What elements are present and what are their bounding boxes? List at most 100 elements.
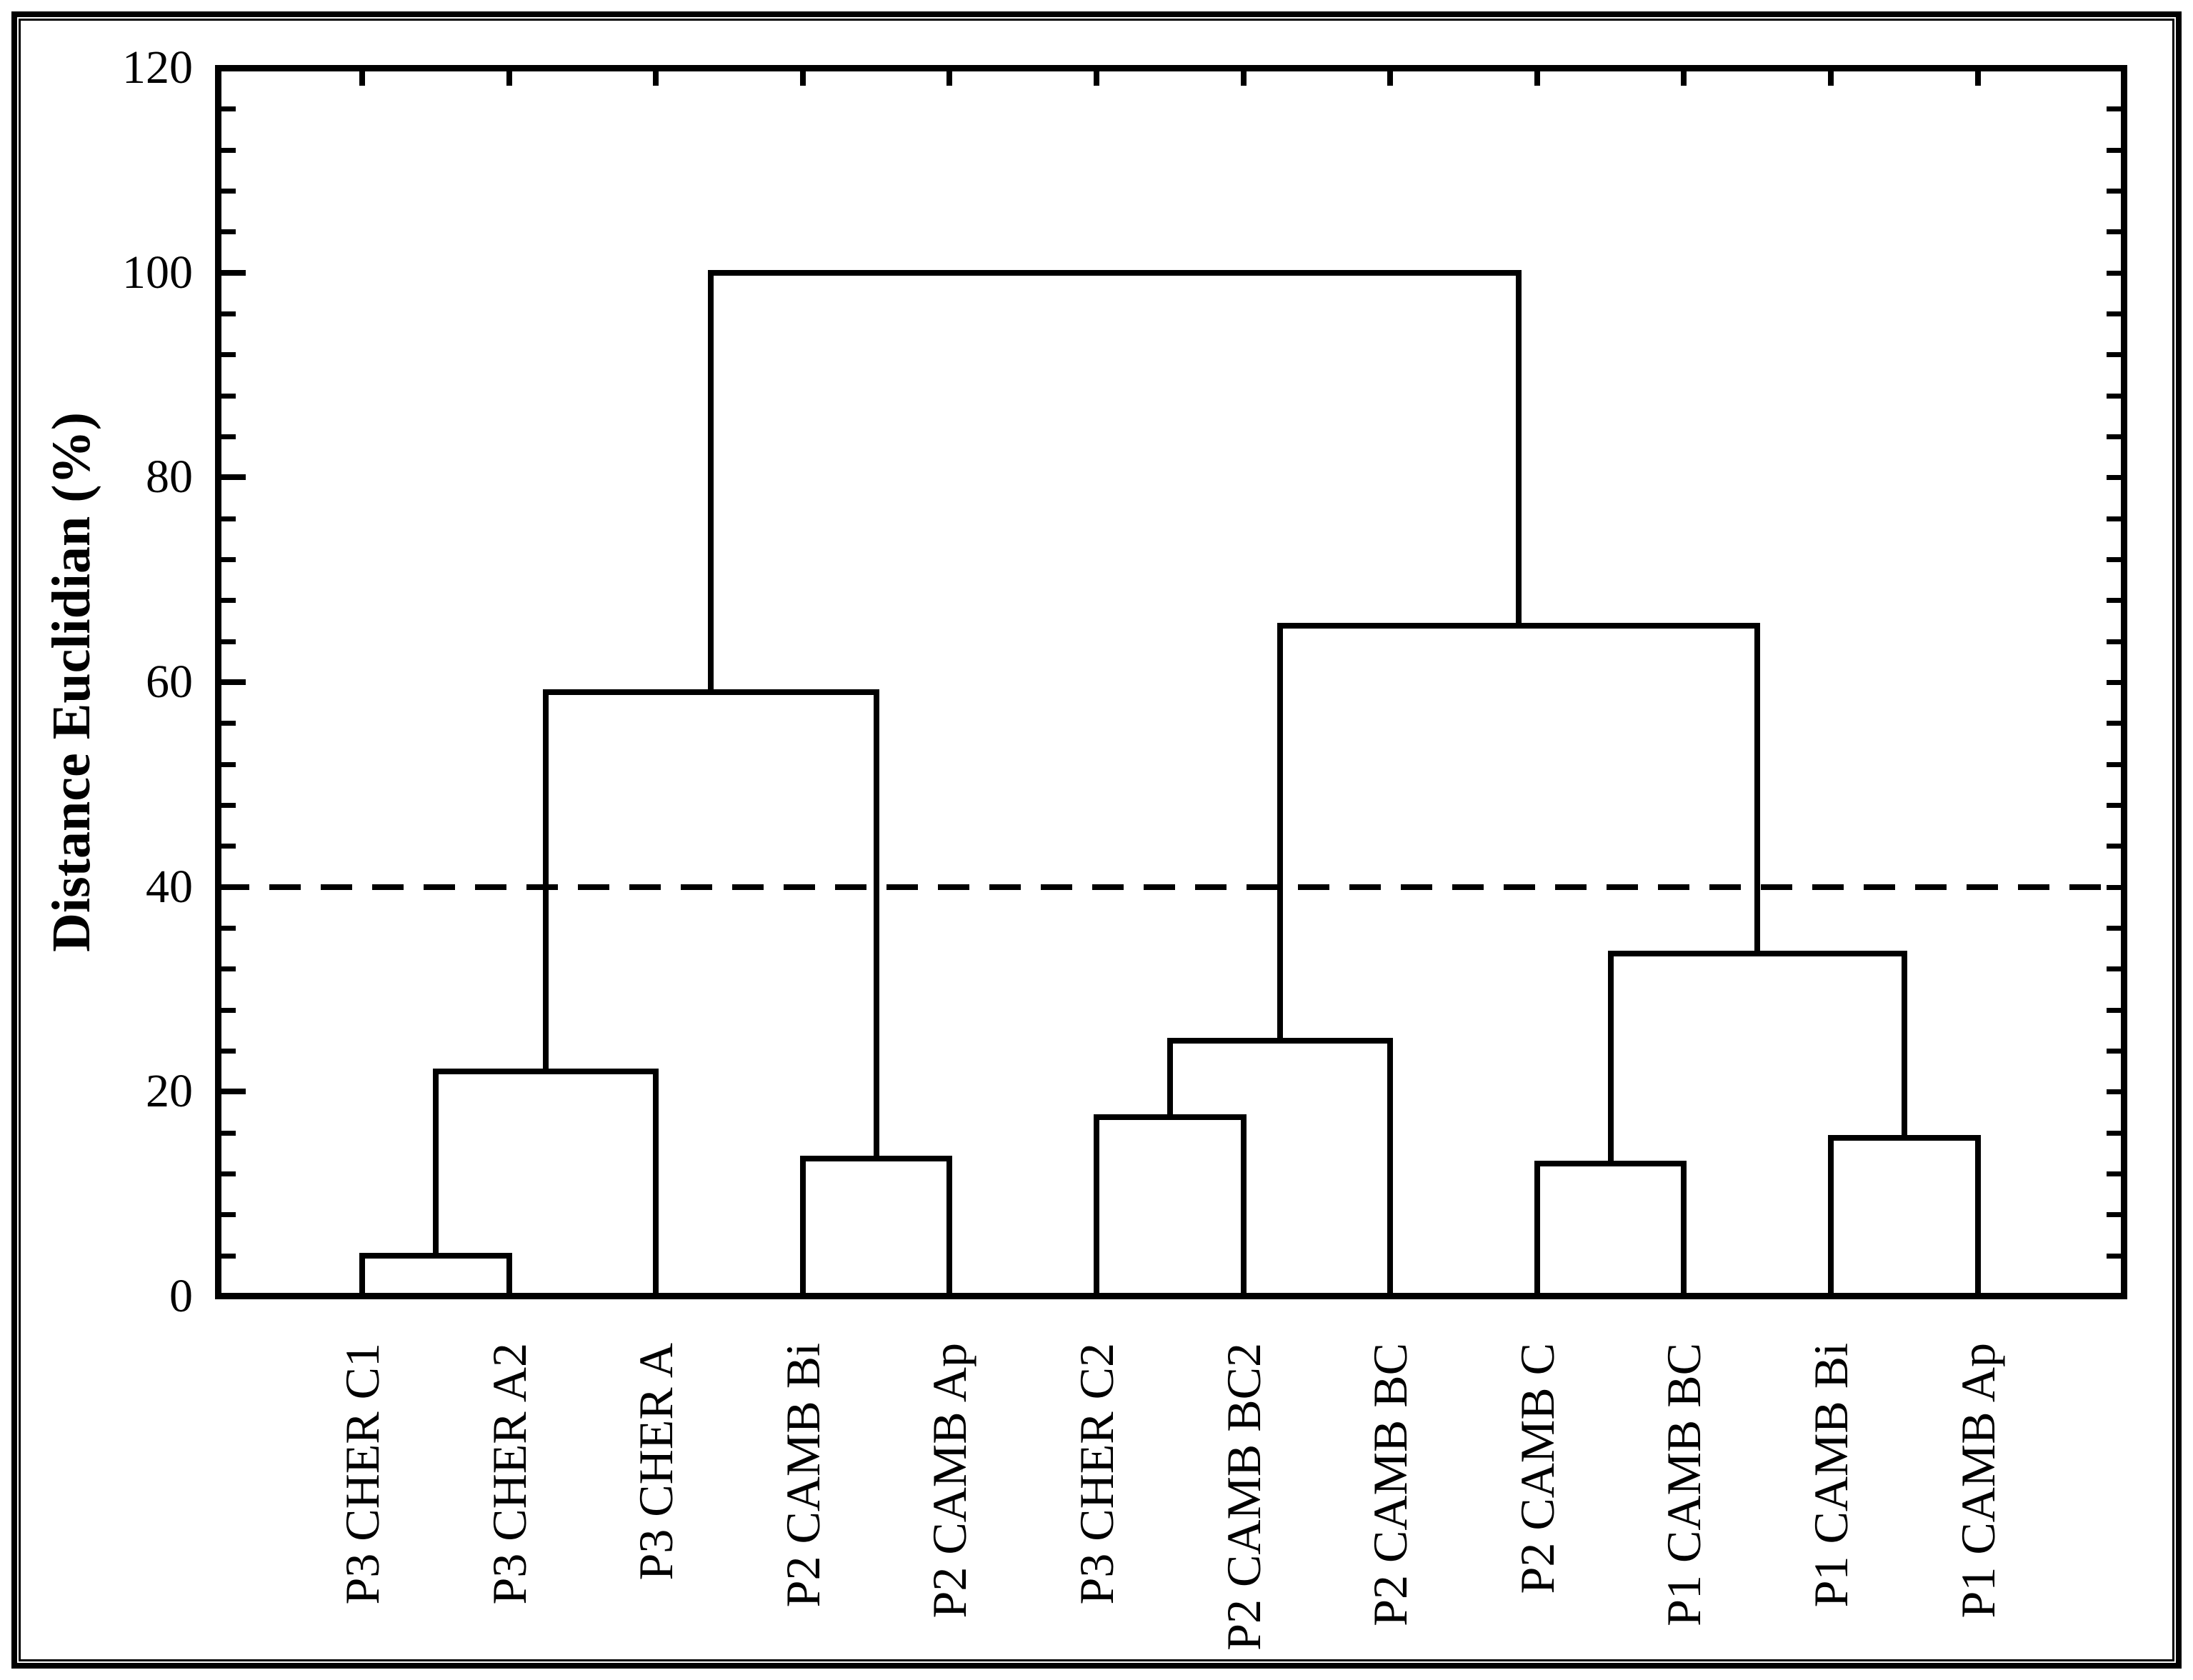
y-minor-tick (221, 147, 236, 153)
dendrogram-link-vertical (799, 1155, 806, 1296)
top-leaf-tick (359, 71, 365, 86)
y-minor-tick (221, 189, 236, 194)
dendrogram-link-vertical (1534, 1160, 1540, 1296)
top-leaf-tick (1387, 71, 1394, 86)
y-minor-tick (221, 393, 236, 399)
top-leaf-tick (1974, 71, 1981, 86)
dendrogram-link-horizontal (1607, 950, 1907, 956)
dendrogram-link-horizontal (708, 269, 1522, 276)
y-minor-tick-right (2107, 1089, 2121, 1095)
dendrogram-link-vertical (359, 1252, 365, 1296)
y-minor-tick-right (2107, 1049, 2121, 1054)
y-minor-tick-right (2107, 721, 2121, 726)
y-minor-tick-right (2107, 147, 2121, 153)
top-leaf-tick (506, 71, 512, 86)
dendrogram-link-horizontal (1534, 1160, 1687, 1166)
y-minor-tick-right (2107, 352, 2121, 358)
y-minor-tick-right (2107, 639, 2121, 644)
top-leaf-tick (1681, 71, 1687, 86)
top-leaf-tick (1094, 71, 1099, 86)
dendrogram-link-vertical (1387, 1037, 1394, 1296)
y-minor-tick-right (2107, 106, 2121, 112)
y-minor-tick-right (2107, 926, 2121, 931)
y-minor-tick (221, 761, 236, 767)
y-minor-tick (221, 1130, 236, 1136)
y-tick-label: 100 (122, 246, 193, 299)
leaf-label: P1 CAMB Ap (1950, 1343, 2005, 1619)
y-minor-tick-right (2107, 1212, 2121, 1218)
y-minor-tick-right (2107, 1171, 2121, 1176)
top-leaf-tick (799, 71, 806, 86)
y-minor-tick (221, 1049, 236, 1054)
y-minor-tick (221, 926, 236, 931)
leaf-label: P1 CAMB Bi (1804, 1343, 1858, 1608)
dendrogram-link-vertical (506, 1252, 512, 1296)
y-major-tick (221, 679, 246, 685)
top-leaf-tick (1534, 71, 1540, 86)
y-tick-label: 40 (146, 860, 193, 913)
dendrogram-link-horizontal (1167, 1037, 1394, 1044)
y-minor-tick (221, 557, 236, 562)
leaf-label: P2 CAMB C (1509, 1343, 1564, 1594)
dendrogram-link-vertical (1754, 623, 1761, 954)
figure-inner-frame (19, 19, 2174, 1661)
y-minor-tick-right (2107, 761, 2121, 767)
y-minor-tick (221, 639, 236, 644)
y-minor-tick-right (2107, 475, 2121, 481)
y-minor-tick-right (2107, 680, 2121, 685)
dendrogram-link-horizontal (1277, 623, 1761, 629)
leaf-label: P3 CHER A (629, 1343, 684, 1581)
y-minor-tick (221, 966, 236, 972)
y-minor-tick-right (2107, 557, 2121, 562)
y-minor-tick-right (2107, 434, 2121, 439)
y-minor-tick-right (2107, 1253, 2121, 1259)
y-minor-tick (221, 106, 236, 112)
y-major-tick (221, 1089, 246, 1095)
dendrogram-link-horizontal (1094, 1114, 1247, 1121)
y-tick-label: 60 (146, 656, 193, 708)
y-tick-label: 80 (146, 451, 193, 504)
y-minor-tick-right (2107, 966, 2121, 972)
dendrogram-link-vertical (653, 1068, 659, 1296)
leaf-label: P3 CHER A2 (481, 1343, 536, 1605)
dendrogram-link-vertical (1240, 1114, 1247, 1296)
dendrogram-link-horizontal (359, 1252, 512, 1259)
dendrogram-link-vertical (1828, 1134, 1834, 1296)
dendrogram-link-horizontal (543, 689, 879, 696)
y-minor-tick-right (2107, 229, 2121, 235)
y-minor-tick-right (2107, 844, 2121, 849)
y-minor-tick-right (2107, 393, 2121, 399)
dendrogram-link-vertical (1516, 269, 1522, 626)
leaf-label: P2 CAMB Ap (922, 1343, 977, 1619)
dendrogram-link-vertical (432, 1068, 439, 1256)
y-tick-label: 20 (146, 1065, 193, 1118)
dendrogram-link-horizontal (1828, 1134, 1981, 1141)
dendrogram-link-vertical (1094, 1114, 1099, 1296)
y-minor-tick (221, 352, 236, 358)
top-leaf-tick (653, 71, 659, 86)
y-minor-tick (221, 803, 236, 808)
y-tick-label: 120 (122, 41, 193, 94)
dendrogram-link-vertical (1681, 1160, 1687, 1296)
dendrogram-link-vertical (1167, 1037, 1173, 1118)
dendrogram-link-vertical (1607, 950, 1614, 1164)
dendrogram-link-horizontal (432, 1068, 659, 1074)
y-minor-tick-right (2107, 516, 2121, 521)
y-major-tick (221, 474, 246, 481)
dendrogram-link-vertical (543, 689, 549, 1071)
y-minor-tick-right (2107, 1007, 2121, 1013)
dendrogram-link-vertical (1277, 623, 1283, 1041)
leaf-label: P3 CHER C2 (1069, 1343, 1124, 1605)
leaf-label: P2 CAMB BC (1363, 1343, 1418, 1626)
y-minor-tick (221, 844, 236, 849)
top-leaf-tick (946, 71, 953, 86)
dendrogram-link-vertical (708, 269, 714, 693)
leaf-label: P2 CAMB BC2 (1216, 1343, 1271, 1651)
dendrogram-link-vertical (946, 1155, 953, 1296)
top-leaf-tick (1240, 71, 1247, 86)
leaf-label: P1 CAMB BC (1657, 1343, 1712, 1626)
dendrogram-link-vertical (1901, 950, 1907, 1138)
y-minor-tick (221, 1212, 236, 1218)
y-minor-tick (221, 1171, 236, 1176)
y-major-tick (221, 1294, 246, 1299)
